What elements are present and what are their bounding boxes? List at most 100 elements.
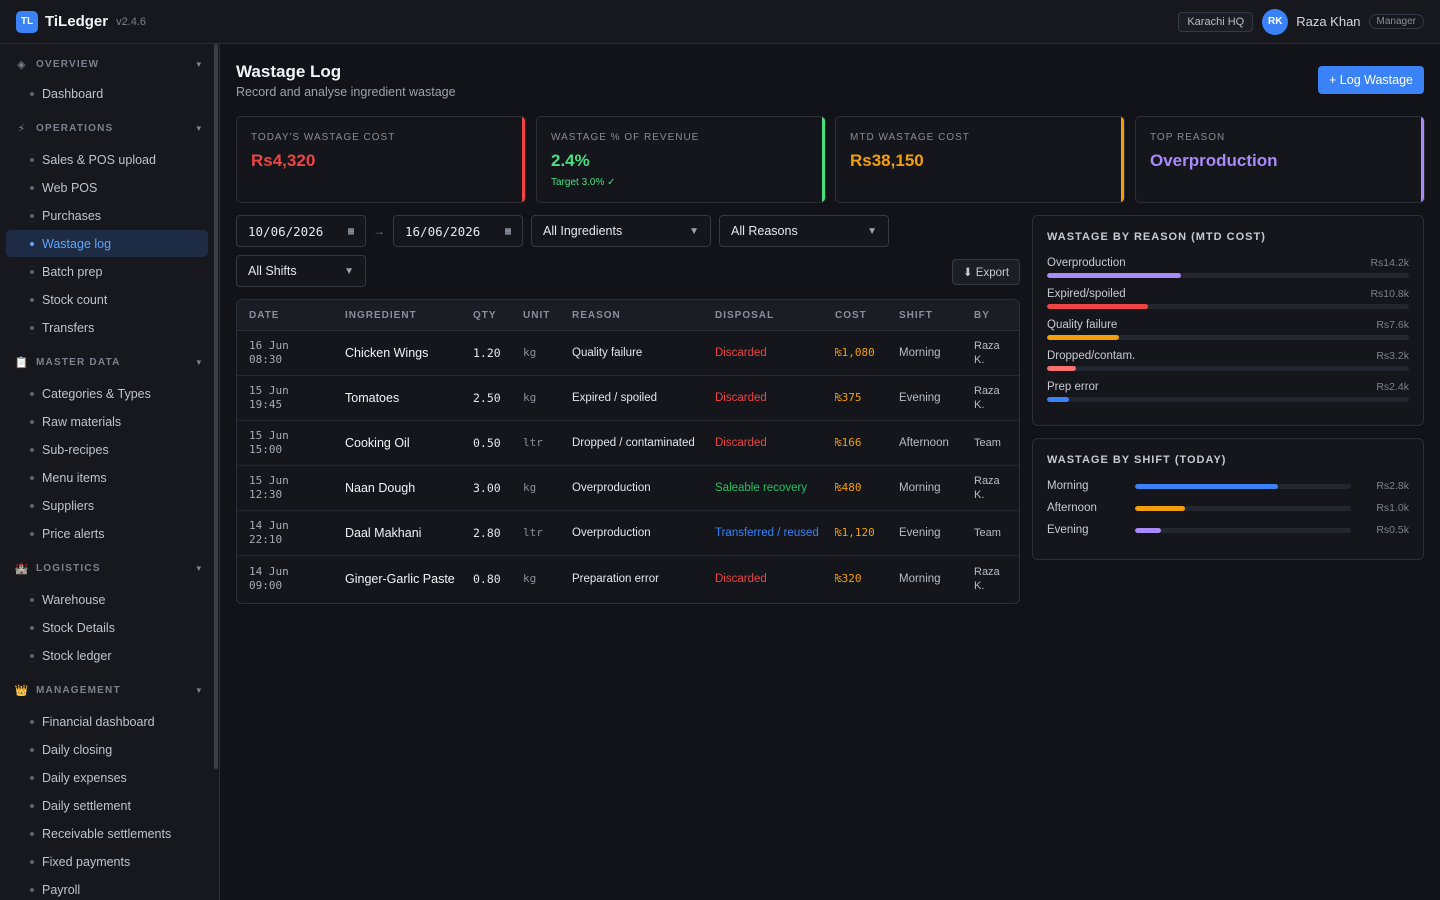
sidebar-item-stock-ledger[interactable]: Stock ledger	[6, 642, 208, 669]
sidebar-item-web-pos[interactable]: Web POS	[6, 174, 208, 201]
chevron-down-icon[interactable]: ▼	[194, 60, 204, 69]
sidebar-scrollbar[interactable]	[214, 44, 218, 769]
reason-amount: Rs3.2k	[1376, 350, 1409, 362]
ingredient-filter-select[interactable]: All Ingredients ▼	[531, 215, 711, 247]
sidebar-item-price-alerts[interactable]: Price alerts	[6, 520, 208, 547]
column-header-shift[interactable]: SHIFT	[899, 310, 933, 321]
column-header-disposal[interactable]: DISPOSAL	[715, 310, 775, 321]
shift-label: Afternoon	[1047, 502, 1097, 514]
sidebar-item-stock-count[interactable]: Stock count	[6, 286, 208, 313]
calendar-icon[interactable]: ▦	[504, 225, 511, 237]
sidebar-item-label: Price alerts	[42, 526, 105, 541]
clipboard-icon: 📋	[14, 357, 30, 369]
sidebar-group-management[interactable]: 👑 MANAGEMENT ▼	[14, 684, 204, 697]
reason-bar-track	[1047, 304, 1409, 309]
export-button[interactable]: ⬇ Export	[952, 259, 1020, 285]
column-header-reason[interactable]: REASON	[572, 310, 621, 321]
column-header-cost[interactable]: COST	[835, 310, 867, 321]
cell-reason: Expired / spoiled	[572, 392, 658, 404]
sidebar-group-overview[interactable]: ◈ OVERVIEW ▼	[14, 58, 204, 71]
sidebar-item-raw-materials[interactable]: Raw materials	[6, 408, 208, 435]
sidebar-item-label: Financial dashboard	[42, 714, 155, 729]
column-header-date[interactable]: DATE	[249, 310, 280, 321]
bullet-icon	[30, 859, 34, 864]
sidebar-item-batch-prep[interactable]: Batch prep	[6, 258, 208, 285]
kpi-label: WASTAGE % OF REVENUE	[551, 132, 700, 143]
table-row[interactable]: 14 Jun 09:00 Ginger-Garlic Paste 0.80 kg Pre…	[237, 556, 1019, 601]
sidebar-item-label: Stock Details	[42, 620, 115, 635]
sidebar-item-categories-types[interactable]: Categories & Types	[6, 380, 208, 407]
chevron-down-icon[interactable]: ▼	[194, 124, 204, 133]
column-header-ingredient[interactable]: INGREDIENT	[345, 310, 417, 321]
calendar-icon[interactable]: ▦	[347, 225, 354, 237]
sidebar-item-menu-items[interactable]: Menu items	[6, 464, 208, 491]
cell-date: 15 Jun 12:30	[249, 474, 289, 501]
wastage-table: DATE INGREDIENT QTY UNIT REASON DISPOSAL COST S…	[236, 299, 1020, 604]
sidebar-item-daily-closing[interactable]: Daily closing	[6, 736, 208, 763]
shift-filter-select[interactable]: All Shifts ▼	[236, 255, 366, 287]
column-header-by[interactable]: BY	[974, 310, 990, 321]
sidebar-group-operations[interactable]: ⚡ OPERATIONS ▼	[14, 122, 204, 135]
cell-by: Team	[974, 527, 1001, 539]
kpi-accent-bar	[522, 117, 525, 202]
sidebar-item-payroll[interactable]: Payroll	[6, 876, 208, 900]
cell-disposal: Discarded	[715, 437, 767, 449]
branch-selector[interactable]: Karachi HQ	[1178, 11, 1254, 32]
reason-row-dropped-contam: Dropped/contam. Rs3.2k	[1047, 350, 1409, 374]
bullet-icon	[30, 475, 34, 480]
chevron-down-icon[interactable]: ▼	[194, 358, 204, 367]
sidebar-item-warehouse[interactable]: Warehouse	[6, 586, 208, 613]
sidebar-item-daily-settlement[interactable]: Daily settlement	[6, 792, 208, 819]
column-header-unit[interactable]: UNIT	[523, 310, 551, 321]
sidebar-item-receivable-settlements[interactable]: Receivable settlements	[6, 820, 208, 847]
table-row[interactable]: 15 Jun 15:00 Cooking Oil 0.50 ltr Dropped / …	[237, 421, 1019, 466]
diamond-icon: ◈	[17, 59, 27, 71]
avatar[interactable]: RK	[1262, 8, 1289, 35]
sidebar-item-dashboard[interactable]: Dashboard	[6, 80, 208, 107]
cell-ingredient: Daal Makhani	[345, 526, 422, 540]
sidebar-group-master-data[interactable]: 📋 MASTER DATA ▼	[14, 356, 204, 369]
bullet-icon	[30, 241, 34, 246]
bullet-icon	[30, 213, 34, 218]
table-row[interactable]: 16 Jun 08:30 Chicken Wings 1.20 kg Quality f…	[237, 331, 1019, 376]
cell-unit: kg	[523, 481, 537, 494]
sidebar-item-stock-details[interactable]: Stock Details	[6, 614, 208, 641]
kpi-card-top-reason: TOP REASON Overproduction	[1135, 116, 1425, 203]
sidebar-item-purchases[interactable]: Purchases	[6, 202, 208, 229]
table-row[interactable]: 15 Jun 19:45 Tomatoes 2.50 kg Expired / spoi…	[237, 376, 1019, 421]
table-row[interactable]: 15 Jun 12:30 Naan Dough 3.00 kg Overproducti…	[237, 466, 1019, 511]
column-header-qty[interactable]: QTY	[473, 310, 497, 321]
kpi-accent-bar	[822, 117, 825, 202]
kpi-value: Rs38,150	[850, 151, 924, 170]
sidebar-group-logistics[interactable]: 🏰 LOGISTICS ▼	[14, 562, 204, 575]
cell-ingredient: Chicken Wings	[345, 346, 429, 360]
sidebar-item-label: Stock count	[42, 292, 108, 307]
sidebar-item-sub-recipes[interactable]: Sub-recipes	[6, 436, 208, 463]
sidebar-item-wastage-log[interactable]: Wastage log	[6, 230, 208, 257]
main-content: Wastage Log Record and analyse ingredien…	[220, 44, 1440, 900]
wastage-by-shift-panel: WASTAGE BY SHIFT (TODAY) Morning Rs2.8k Af…	[1032, 438, 1424, 560]
sidebar-item-fixed-payments[interactable]: Fixed payments	[6, 848, 208, 875]
kpi-value: Rs4,320	[251, 151, 316, 170]
sidebar-item-transfers[interactable]: Transfers	[6, 314, 208, 341]
chevron-down-icon[interactable]: ▼	[194, 564, 204, 573]
sidebar-item-label: Raw materials	[42, 414, 122, 429]
chevron-down-icon: ▼	[689, 225, 699, 237]
cell-cost: ₨1,080	[835, 346, 875, 359]
sidebar-item-daily-expenses[interactable]: Daily expenses	[6, 764, 208, 791]
sidebar-item-financial-dashboard[interactable]: Financial dashboard	[6, 708, 208, 735]
shift-bar-fill	[1135, 528, 1161, 533]
shift-bar-track	[1135, 506, 1351, 511]
kpi-label: MTD WASTAGE COST	[850, 132, 970, 143]
shift-amount: Rs2.8k	[1376, 480, 1409, 492]
sidebar-item-sales-pos-upload[interactable]: Sales & POS upload	[6, 146, 208, 173]
sidebar-group-label: MASTER DATA	[36, 357, 121, 368]
sidebar-item-suppliers[interactable]: Suppliers	[6, 492, 208, 519]
log-wastage-button[interactable]: + Log Wastage	[1318, 66, 1424, 94]
chevron-down-icon[interactable]: ▼	[194, 686, 204, 695]
cell-cost: ₨166	[835, 436, 862, 449]
date-to-input[interactable]: 16/06/2026 ▦	[393, 215, 523, 247]
table-row[interactable]: 14 Jun 22:10 Daal Makhani 2.80 ltr Overprodu…	[237, 511, 1019, 556]
date-from-input[interactable]: 10/06/2026 ▦	[236, 215, 366, 247]
reason-filter-select[interactable]: All Reasons ▼	[719, 215, 889, 247]
